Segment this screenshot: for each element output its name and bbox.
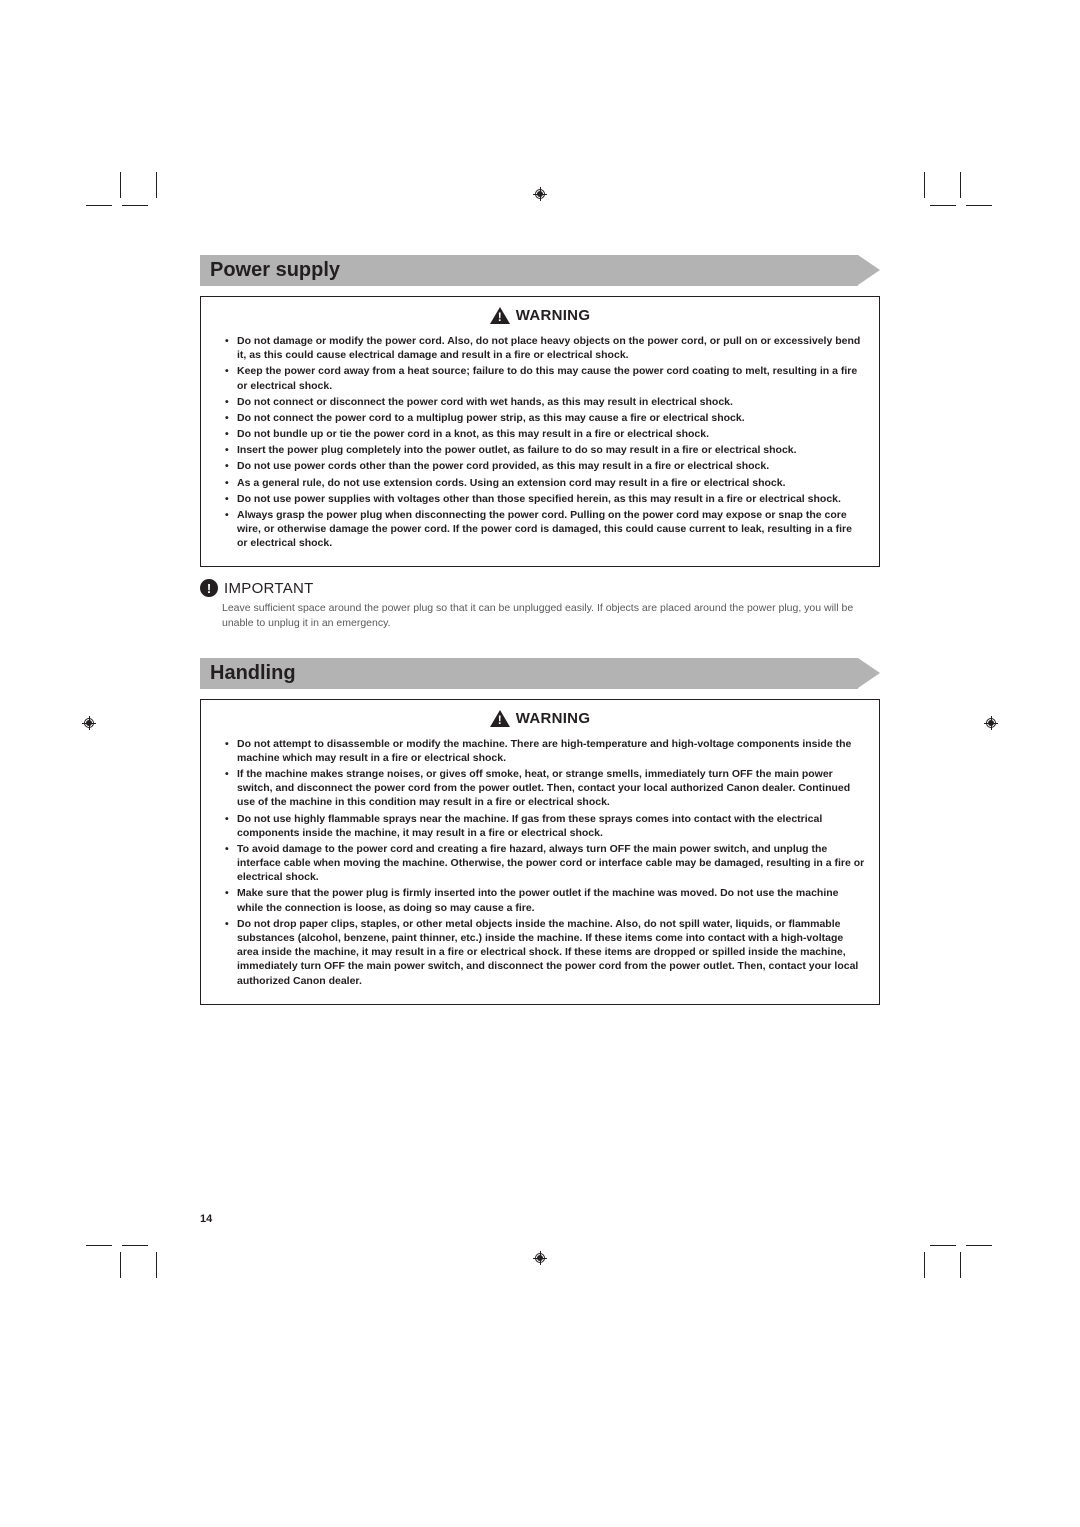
warning-triangle-icon [490,307,510,324]
bullet-item: Do not connect the power cord to a multi… [237,411,865,425]
important-text: Leave sufficient space around the power … [200,601,880,629]
bullet-item: Do not attempt to disassemble or modify … [237,737,865,765]
section-header-handling: Handling [200,658,880,689]
page-content: Power supply WARNING Do not damage or mo… [200,255,880,1005]
warning-triangle-icon [490,710,510,727]
important-header: ! IMPORTANT [200,579,880,597]
registration-mark-bottom [533,1251,547,1265]
section-title: Handling [200,658,858,689]
warning-header: WARNING [215,710,865,727]
registration-mark-left [82,716,96,730]
bullet-item: Do not damage or modify the power cord. … [237,334,865,362]
warning-label: WARNING [516,710,591,727]
bullet-item: As a general rule, do not use extension … [237,476,865,490]
bullet-item: Insert the power plug completely into th… [237,443,865,457]
registration-mark-right [984,716,998,730]
section-title: Power supply [200,255,858,286]
warning-bullets-handling: Do not attempt to disassemble or modify … [215,737,865,988]
section-header-power-supply: Power supply [200,255,880,286]
bullet-item: Do not use highly flammable sprays near … [237,812,865,840]
section-arrow-icon [858,255,880,285]
bullet-item: Make sure that the power plug is firmly … [237,886,865,914]
bullet-item: To avoid damage to the power cord and cr… [237,842,865,885]
registration-mark-top [533,187,547,201]
important-label: IMPORTANT [224,580,314,597]
warning-label: WARNING [516,307,591,324]
warning-box-handling: WARNING Do not attempt to disassemble or… [200,699,880,1005]
bullet-item: Do not drop paper clips, staples, or oth… [237,917,865,988]
bullet-item: Do not use power supplies with voltages … [237,492,865,506]
warning-header: WARNING [215,307,865,324]
page-number: 14 [200,1213,212,1225]
bullet-item: Do not use power cords other than the po… [237,459,865,473]
bullet-item: If the machine makes strange noises, or … [237,767,865,810]
bullet-item: Do not bundle up or tie the power cord i… [237,427,865,441]
warning-box-power: WARNING Do not damage or modify the powe… [200,296,880,567]
warning-bullets-power: Do not damage or modify the power cord. … [215,334,865,550]
bullet-item: Always grasp the power plug when disconn… [237,508,865,551]
important-icon: ! [200,579,218,597]
section-arrow-icon [858,658,880,688]
bullet-item: Keep the power cord away from a heat sou… [237,364,865,392]
bullet-item: Do not connect or disconnect the power c… [237,395,865,409]
